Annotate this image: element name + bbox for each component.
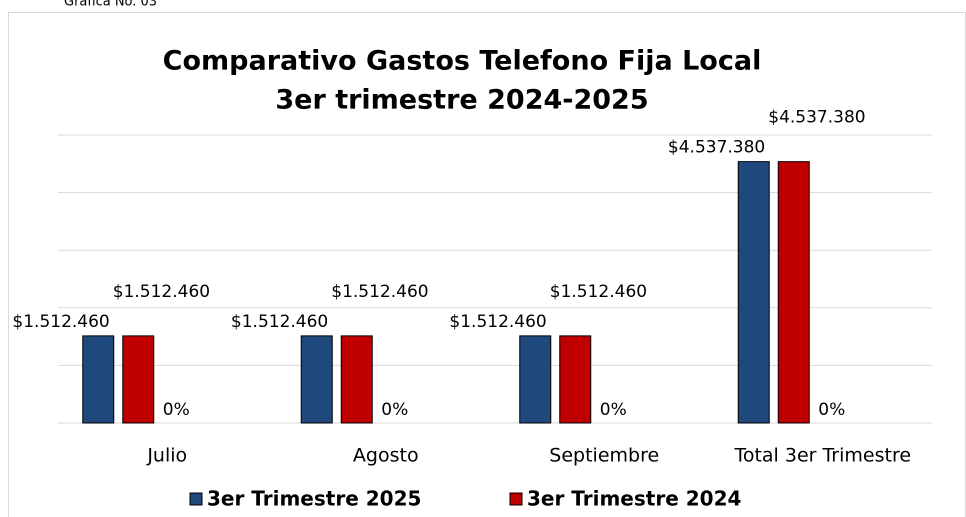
bar [559, 335, 592, 424]
legend-swatch [189, 492, 203, 506]
x-tick-label: Total 3er Trimestre [733, 445, 911, 467]
caption: Grafica No. 03 [64, 0, 157, 10]
bar [737, 161, 770, 424]
x-tick-label: Julio [146, 445, 187, 467]
data-label: $1.512.460 [231, 312, 328, 332]
chart-title: Comparativo Gastos Telefono Fija Local [163, 46, 762, 77]
data-label: 0% [163, 400, 190, 420]
data-label: $1.512.460 [550, 282, 647, 302]
bar [122, 335, 155, 424]
data-label: 0% [600, 400, 627, 420]
x-tick-label: Agosto [353, 445, 419, 467]
data-label: $1.512.460 [449, 312, 546, 332]
legend-swatch [509, 492, 523, 506]
data-label: 0% [818, 400, 845, 420]
data-label: 0% [381, 400, 408, 420]
bar [82, 335, 115, 424]
data-label: $1.512.460 [113, 282, 210, 302]
data-label: $1.512.460 [331, 282, 428, 302]
bar [340, 335, 373, 424]
data-label: $4.537.380 [768, 108, 865, 128]
data-label: $1.512.460 [12, 312, 109, 332]
legend-label: 3er Trimestre 2025 [207, 487, 421, 511]
chart-subtitle: 3er trimestre 2024-2025 [275, 85, 648, 116]
bar [777, 161, 810, 424]
bar [300, 335, 333, 424]
data-label: $4.537.380 [668, 138, 765, 158]
bar [519, 335, 552, 424]
legend-label: 3er Trimestre 2024 [527, 487, 741, 511]
x-tick-label: Septiembre [549, 445, 659, 467]
